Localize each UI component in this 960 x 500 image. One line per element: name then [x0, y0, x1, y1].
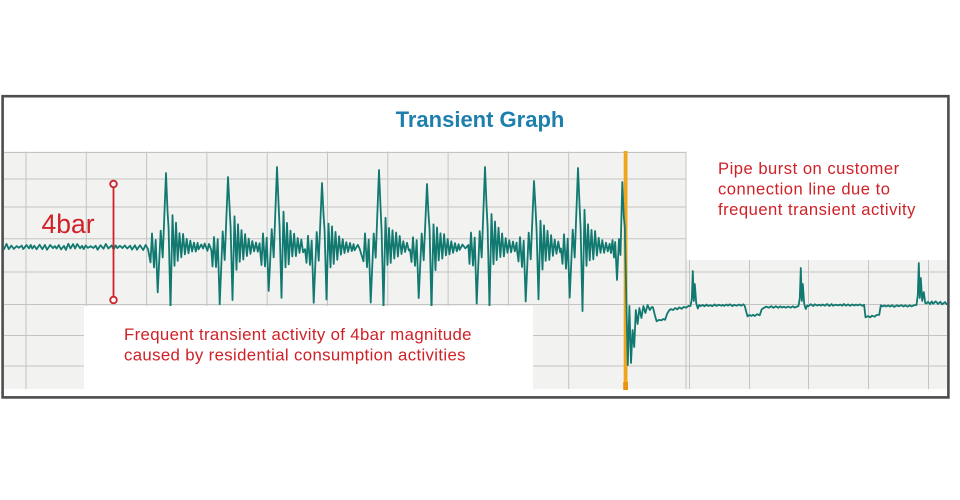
svg-text:4bar: 4bar	[42, 209, 95, 239]
svg-text:connection line due to: connection line due to	[718, 180, 890, 199]
svg-text:caused by residential consumpt: caused by residential consumption activi…	[124, 346, 466, 365]
svg-text:Pipe burst on customer: Pipe burst on customer	[718, 159, 900, 178]
svg-text:Frequent transient activity of: Frequent transient activity of 4bar magn…	[124, 325, 472, 344]
svg-text:Transient Graph: Transient Graph	[396, 107, 565, 132]
svg-text:frequent transient activity: frequent transient activity	[718, 200, 916, 219]
